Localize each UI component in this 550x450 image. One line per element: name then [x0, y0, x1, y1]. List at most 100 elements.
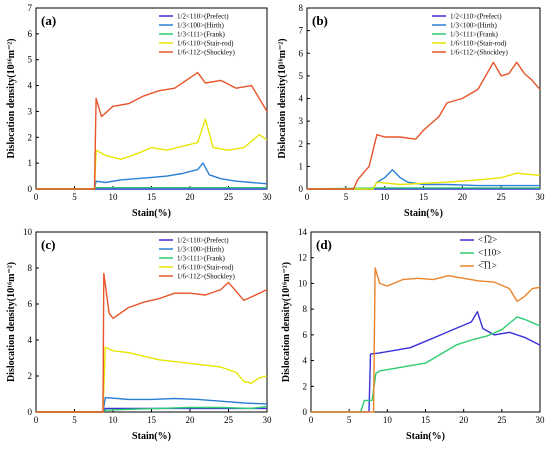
- x-tick-label: 10: [109, 415, 119, 425]
- x-tick-label: 25: [497, 192, 507, 202]
- series-line-2: [36, 405, 268, 413]
- plot-frame: [35, 7, 268, 190]
- x-tick-label: 30: [536, 192, 546, 202]
- y-axis-label: Dislocation density(10¹⁶m⁻²): [6, 262, 17, 382]
- x-tick-label: 30: [263, 415, 273, 425]
- y-axis-label: Dislocation density(10¹⁶m⁻²): [281, 262, 292, 382]
- x-tick-label: 15: [419, 192, 429, 202]
- series-line-3: [36, 118, 268, 190]
- y-tick-label: 0: [299, 184, 304, 194]
- panel-label: (c): [41, 237, 55, 252]
- legend-entry: 1/6<110>(Stair-rod): [450, 40, 507, 48]
- legend-entry: 1/6<112>(Shockley): [177, 273, 235, 281]
- legend-entry: 1/2<110>(Prefect): [177, 13, 229, 21]
- chart-panel-1: 0 5 10 15 20 25 30 0 1 2 3 4 5 6 7 8 Stain(%) Dislocation…: [277, 3, 545, 219]
- y-tick-label: 4: [303, 356, 308, 366]
- x-tick-label: 10: [380, 192, 390, 202]
- legend-entry: <110>: [478, 248, 501, 258]
- y-tick-label: 1: [28, 158, 33, 168]
- x-tick-label: 0: [305, 192, 310, 202]
- legend-entry: 1/3<111>(Frank): [177, 255, 225, 263]
- y-tick-label: 3: [28, 106, 33, 116]
- x-tick-label: 20: [186, 192, 196, 202]
- chart-panel-0: 0 5 10 15 20 25 30 0 1 2 3 4 5 6 7 Stain(%) Dislocation …: [6, 3, 272, 219]
- y-tick-label: 6: [28, 299, 33, 309]
- y-tick-label: 0: [28, 184, 33, 194]
- y-tick-label: 6: [299, 48, 304, 58]
- legend-entry: 1/3<111>(Frank): [177, 31, 225, 39]
- chart-panel-2: 0 5 10 15 20 25 30 0 2 4 6 8 10 Stain(%) Dislocation d…: [6, 227, 272, 442]
- legend-entry: 1/3<111>(Frank): [450, 31, 498, 39]
- plot-frame: [35, 231, 268, 413]
- y-tick-label: 6: [28, 29, 33, 39]
- series-line-1: [36, 162, 268, 190]
- y-tick-label: 0: [303, 407, 308, 417]
- x-tick-label: 0: [34, 415, 39, 425]
- y-tick-label: 8: [303, 304, 308, 314]
- x-tick-label: 5: [344, 192, 349, 202]
- legend-entry: 1/6<112>(Shockley): [177, 49, 235, 57]
- x-axis-label: Stain(%): [404, 208, 443, 219]
- x-tick-label: 5: [347, 415, 352, 425]
- y-axis-label: Dislocation density(10¹⁶m⁻²): [277, 38, 288, 158]
- y-tick-label: 6: [303, 330, 308, 340]
- x-tick-label: 25: [497, 415, 507, 425]
- y-tick-label: 1: [299, 161, 304, 171]
- y-tick-label: 5: [299, 71, 304, 81]
- y-tick-label: 4: [28, 335, 33, 345]
- x-tick-label: 5: [72, 415, 77, 425]
- y-tick-label: 5: [28, 55, 33, 65]
- y-tick-label: 7: [28, 3, 33, 13]
- x-tick-label: 5: [72, 192, 77, 202]
- plot-frame: [310, 231, 541, 413]
- y-tick-label: 2: [299, 139, 304, 149]
- x-tick-label: 15: [147, 415, 157, 425]
- legend-entry: <̅1̅1>: [478, 261, 497, 271]
- x-tick-label: 15: [421, 415, 431, 425]
- y-tick-label: 2: [303, 381, 308, 391]
- series-line-3: [36, 346, 268, 413]
- series-line-1: [36, 396, 268, 413]
- y-tick-label: 8: [299, 3, 304, 13]
- y-tick-label: 3: [299, 116, 304, 126]
- legend-entry: 1/6<110>(Stair-rod): [177, 264, 234, 272]
- plot-frame: [306, 7, 541, 190]
- x-tick-label: 25: [224, 192, 234, 202]
- y-tick-label: 2: [28, 371, 33, 381]
- panel-label: (a): [41, 13, 56, 28]
- x-tick-label: 25: [224, 415, 234, 425]
- y-tick-label: 12: [298, 253, 307, 263]
- legend-entry: 1/2<110>(Prefect): [177, 237, 229, 245]
- legend-entry: 1/3<100>(Hirth): [177, 22, 224, 30]
- y-tick-label: 14: [298, 227, 308, 237]
- x-tick-label: 10: [383, 415, 393, 425]
- panel-label: (b): [312, 13, 328, 28]
- series-line-2: [311, 267, 541, 413]
- series-line-4: [307, 61, 541, 190]
- x-tick-label: 10: [109, 192, 119, 202]
- series-line-1: [311, 316, 541, 413]
- x-axis-label: Stain(%): [132, 208, 171, 219]
- series-line-4: [36, 272, 268, 413]
- x-tick-label: 0: [34, 192, 39, 202]
- legend-entry: 1/2<110>(Prefect): [450, 13, 502, 21]
- x-tick-label: 15: [147, 192, 157, 202]
- x-tick-label: 20: [458, 192, 468, 202]
- y-tick-label: 2: [28, 132, 33, 142]
- x-tick-label: 0: [309, 415, 314, 425]
- series-line-4: [36, 71, 268, 190]
- y-tick-label: 0: [28, 407, 33, 417]
- x-tick-label: 20: [459, 415, 469, 425]
- x-tick-label: 30: [536, 415, 546, 425]
- y-axis-label: Dislocation density(10¹⁶m⁻²): [6, 38, 17, 158]
- y-tick-label: 10: [298, 278, 308, 288]
- series-line-0: [311, 311, 541, 413]
- x-tick-label: 20: [186, 415, 196, 425]
- x-axis-label: Stain(%): [406, 431, 445, 442]
- x-tick-label: 30: [263, 192, 273, 202]
- y-tick-label: 4: [28, 81, 33, 91]
- legend-entry: <1̅2>: [478, 235, 497, 245]
- y-tick-label: 7: [299, 26, 304, 36]
- legend-entry: 1/6<110>(Stair-rod): [177, 40, 234, 48]
